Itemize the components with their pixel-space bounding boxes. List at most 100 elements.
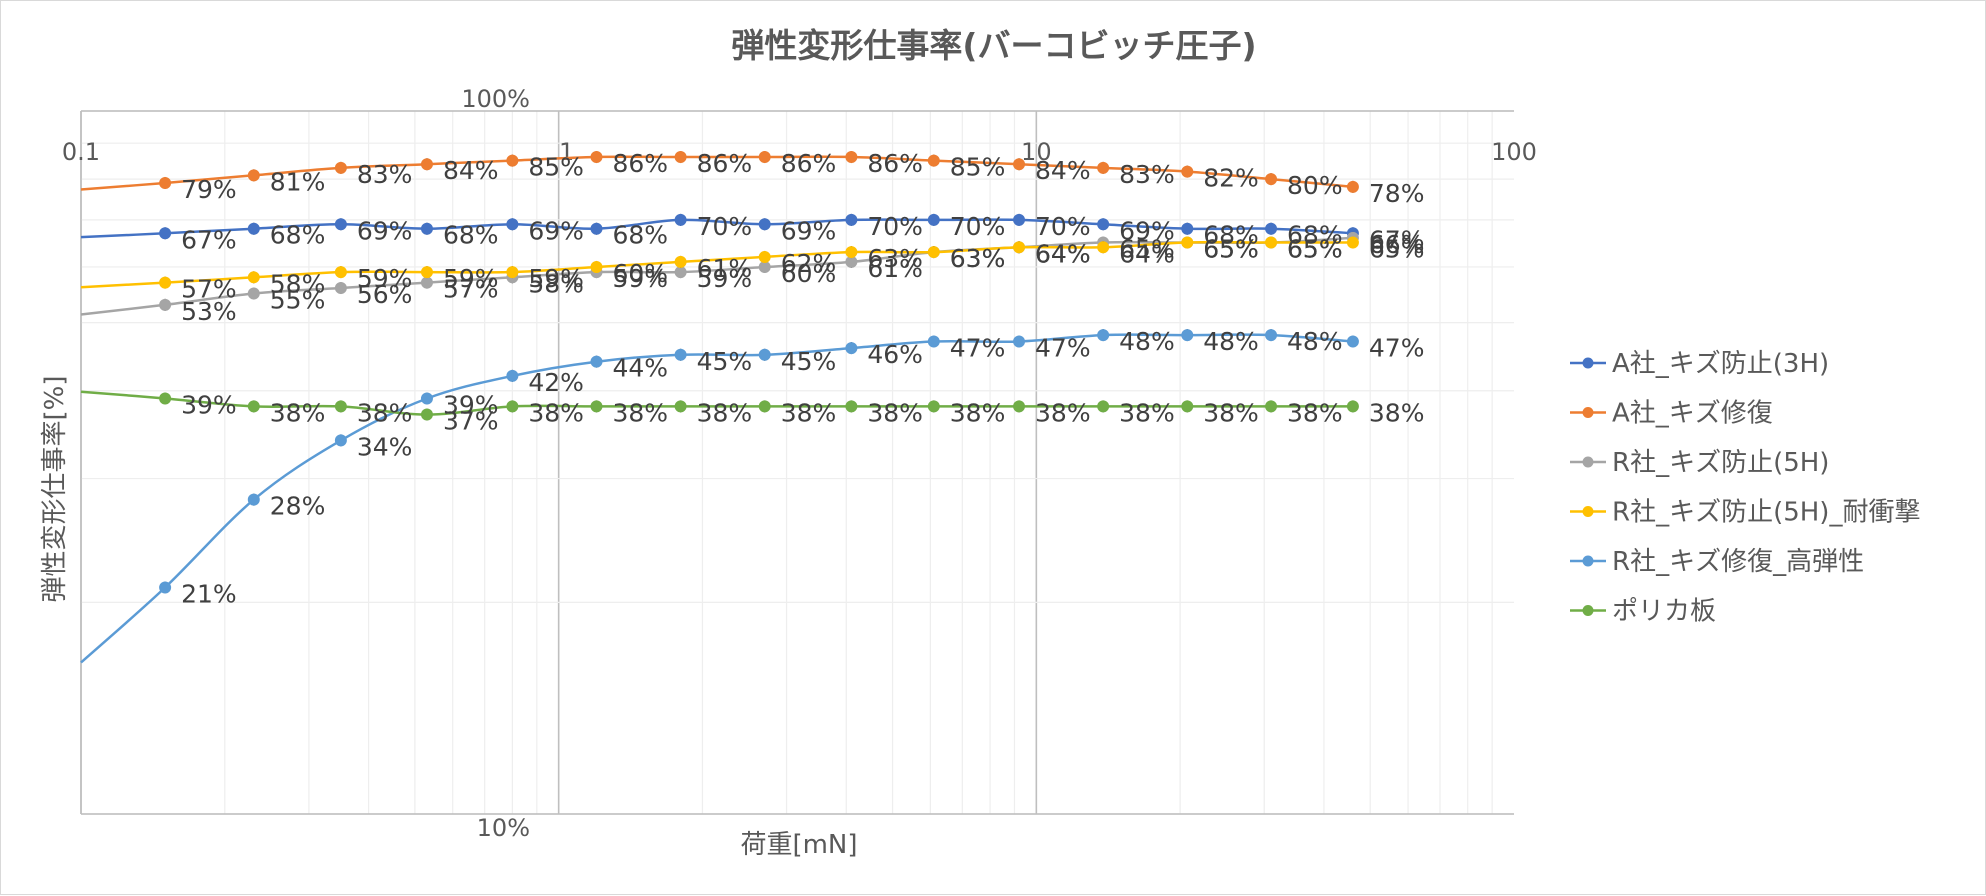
data-label: 64% (1119, 239, 1175, 268)
data-label: 69% (528, 216, 584, 245)
data-label: 59% (357, 264, 413, 293)
data-point (1181, 329, 1194, 342)
data-point (927, 335, 940, 348)
data-point (1181, 222, 1194, 235)
data-label: 38% (781, 398, 837, 427)
data-point (334, 218, 347, 231)
data-label: 80% (1287, 171, 1343, 200)
data-point (590, 151, 603, 164)
data-label: 65% (1119, 235, 1175, 264)
data-label: 46% (867, 340, 923, 369)
data-label: 63% (950, 244, 1006, 273)
data-point (758, 348, 771, 361)
data-point (334, 434, 347, 447)
data-point (1097, 241, 1110, 254)
data-label: 84% (1035, 156, 1091, 185)
data-label: 48% (1203, 327, 1259, 356)
data-label: 83% (357, 160, 413, 189)
data-point (845, 246, 858, 259)
legend-label: R社_キズ防止(5H) (1612, 448, 1829, 478)
data-label: 59% (443, 264, 499, 293)
data-label: 83% (1119, 160, 1175, 189)
legend: A社_キズ防止(3H) A社_キズ修復 R社_キズ防止(5H) R社_キズ防止(5H)… (1570, 349, 1920, 627)
data-label: 38% (697, 398, 753, 427)
data-label: 55% (270, 286, 326, 315)
data-label: 70% (1035, 212, 1091, 241)
data-point (1346, 335, 1359, 348)
data-point (845, 151, 858, 164)
data-label: 68% (612, 221, 668, 250)
series-line (80, 218, 1353, 239)
chart-title: 弾性変形仕事率(バーコビッチ圧子) (731, 26, 1256, 65)
legend-swatch-marker (1582, 555, 1594, 567)
data-point (506, 369, 519, 382)
legend-label: ポリカ板 (1612, 597, 1716, 627)
data-label: 42% (528, 368, 584, 397)
data-label: 58% (270, 269, 326, 298)
data-label: 58% (528, 269, 584, 298)
data-label: 84% (443, 156, 499, 185)
series-line (80, 390, 1353, 416)
data-point (247, 169, 260, 182)
data-point (1346, 236, 1359, 249)
data-point (1181, 165, 1194, 178)
data-label: 65% (1369, 235, 1425, 264)
data-point (1181, 236, 1194, 249)
data-point (590, 400, 603, 413)
data-label: 65% (1287, 235, 1343, 264)
data-label: 65% (1203, 235, 1259, 264)
data-point (1013, 241, 1026, 254)
data-point (758, 400, 771, 413)
data-point (927, 213, 940, 226)
data-point (420, 222, 433, 235)
data-label: 38% (1287, 398, 1343, 427)
data-point (674, 266, 687, 279)
data-point (590, 260, 603, 273)
data-point (674, 400, 687, 413)
data-point (506, 400, 519, 413)
data-label: 59% (528, 264, 584, 293)
data-point (247, 400, 260, 413)
data-label: 38% (867, 398, 923, 427)
data-label: 79% (181, 175, 237, 204)
data-point (674, 151, 687, 164)
x-tick-label: 0.1 (62, 138, 100, 166)
data-label: 28% (270, 492, 326, 521)
data-point (1265, 173, 1278, 186)
data-label: 67% (1369, 225, 1425, 254)
data-label: 85% (950, 153, 1006, 182)
data-label: 47% (950, 334, 1006, 363)
data-label: 38% (950, 398, 1006, 427)
data-label: 45% (781, 347, 837, 376)
data-point (927, 400, 940, 413)
data-point (247, 287, 260, 300)
data-point (1265, 236, 1278, 249)
series-layer (80, 151, 1359, 664)
data-point (420, 158, 433, 171)
data-label: 62% (781, 249, 837, 278)
data-point (758, 218, 771, 231)
y-tick-label: 100% (461, 85, 530, 113)
x-axis-title: 荷重[mN] (740, 830, 857, 860)
data-label: 70% (867, 212, 923, 241)
data-label: 60% (612, 259, 668, 288)
data-point (845, 213, 858, 226)
series-line (80, 236, 1353, 316)
data-point (159, 176, 172, 189)
legend-swatch-marker (1582, 605, 1594, 616)
data-label: 60% (781, 259, 837, 288)
data-label: 38% (1203, 398, 1259, 427)
data-label: 38% (612, 398, 668, 427)
data-label: 21% (181, 579, 237, 608)
series-5 (80, 329, 1359, 664)
data-point (758, 250, 771, 263)
series-6 (80, 390, 1359, 421)
legend-item-6: ポリカ板 (1570, 597, 1716, 627)
data-point (1181, 400, 1194, 413)
data-point (159, 227, 172, 240)
data-label: 61% (697, 254, 753, 283)
data-point (1097, 400, 1110, 413)
data-label: 59% (697, 264, 753, 293)
data-point (1265, 222, 1278, 235)
